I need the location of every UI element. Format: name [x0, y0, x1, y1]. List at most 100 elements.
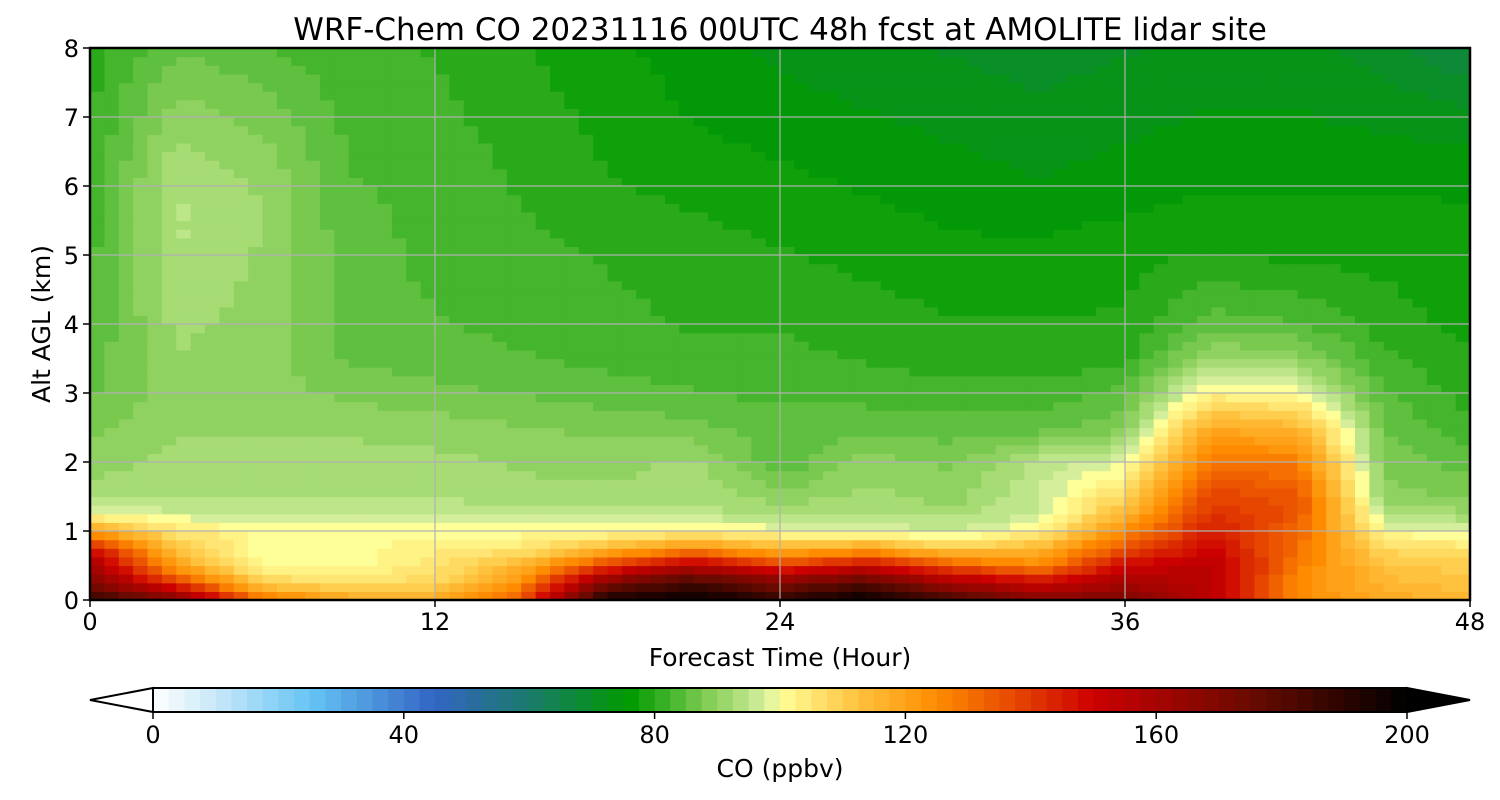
contour-cell: [1038, 194, 1054, 204]
contour-cell: [1211, 418, 1227, 429]
contour-cell: [276, 168, 292, 178]
contour-cell: [104, 453, 120, 463]
contour-cell: [1426, 237, 1442, 247]
contour-cell: [679, 186, 695, 196]
contour-cell: [90, 531, 105, 541]
contour-cell: [550, 349, 565, 360]
chart-title: WRF-Chem CO 20231116 00UTC 48h fcst at A…: [293, 12, 1267, 48]
contour-cell: [104, 289, 120, 299]
contour-cell: [104, 211, 120, 222]
contour-cell: [1441, 513, 1457, 523]
contour-cell: [262, 574, 278, 584]
contour-cell: [823, 418, 839, 429]
contour-cell: [535, 513, 551, 523]
contour-cell: [866, 470, 882, 480]
contour-cell: [535, 462, 551, 472]
contour-cell: [1268, 324, 1284, 334]
contour-cell: [463, 332, 479, 342]
contour-cell: [794, 401, 810, 411]
contour-cell: [665, 556, 680, 567]
contour-cell: [435, 220, 450, 230]
contour-cell: [722, 384, 738, 394]
contour-cell: [1426, 280, 1442, 291]
contour-cell: [1211, 582, 1227, 592]
contour-cell: [147, 229, 163, 239]
contour-cell: [938, 272, 954, 282]
contour-cell: [1455, 470, 1470, 480]
contour-cell: [966, 384, 982, 394]
contour-cell: [1340, 306, 1356, 316]
contour-cell: [1426, 324, 1442, 334]
contour-cell: [1240, 194, 1255, 204]
contour-cell: [736, 496, 752, 506]
contour-cell: [837, 505, 853, 515]
contour-cell: [952, 384, 968, 394]
contour-cell: [909, 151, 925, 161]
contour-cell: [262, 462, 278, 472]
contour-cell: [679, 246, 695, 256]
contour-cell: [564, 479, 580, 489]
contour-cell: [1024, 401, 1040, 411]
contour-cell: [420, 539, 436, 549]
contour-cell: [607, 479, 623, 489]
contour-cell: [219, 436, 235, 446]
contour-cell: [851, 513, 867, 523]
contour-cell: [406, 479, 422, 489]
contour-cell: [348, 298, 364, 308]
contour-cell: [1268, 177, 1284, 187]
contour-cell: [1196, 263, 1212, 273]
contour-cell: [765, 315, 781, 325]
contour-cell: [334, 220, 350, 230]
contour-cell: [751, 401, 767, 411]
contour-cell: [291, 479, 307, 489]
contour-cell: [291, 332, 307, 342]
contour-cell: [981, 186, 997, 196]
contour-cell: [190, 220, 206, 230]
contour-cell: [693, 341, 709, 351]
contour-cell: [693, 367, 709, 377]
contour-cell: [909, 513, 925, 523]
contour-cell: [1110, 496, 1126, 506]
contour-cell: [233, 280, 249, 291]
contour-cell: [233, 246, 249, 256]
contour-cell: [262, 280, 278, 291]
contour-cell: [665, 237, 680, 247]
contour-cell: [952, 556, 968, 567]
contour-cell: [837, 263, 853, 273]
contour-cell: [478, 582, 494, 592]
contour-cell: [219, 479, 235, 489]
contour-cell: [1369, 246, 1385, 256]
contour-cell: [535, 591, 551, 600]
contour-cell: [923, 332, 939, 342]
contour-cell: [578, 255, 594, 265]
contour-cell: [262, 272, 278, 282]
contour-cell: [1096, 582, 1112, 592]
contour-cell: [506, 479, 522, 489]
contour-cell: [219, 565, 235, 575]
contour-cell: [334, 315, 350, 325]
contour-cell: [133, 142, 149, 153]
contour-cell: [161, 332, 177, 342]
contour-cell: [665, 418, 680, 429]
contour-cell: [506, 367, 522, 377]
contour-cell: [621, 574, 637, 584]
contour-cell: [650, 513, 666, 523]
contour-cell: [866, 565, 882, 575]
contour-cell: [1311, 272, 1327, 282]
contour-cell: [219, 367, 235, 377]
contour-cell: [794, 255, 810, 265]
contour-cell: [1455, 324, 1470, 334]
contour-cell: [1311, 513, 1327, 523]
contour-cell: [1441, 298, 1457, 308]
contour-cell: [952, 548, 968, 558]
contour-cell: [1096, 306, 1112, 316]
contour-cell: [348, 194, 364, 204]
contour-cell: [262, 349, 278, 360]
contour-cell: [1096, 186, 1112, 196]
contour-cell: [780, 203, 795, 213]
contour-cell: [607, 367, 623, 377]
contour-cell: [966, 272, 982, 282]
contour-cell: [1153, 556, 1169, 567]
contour-cell: [1311, 401, 1327, 411]
